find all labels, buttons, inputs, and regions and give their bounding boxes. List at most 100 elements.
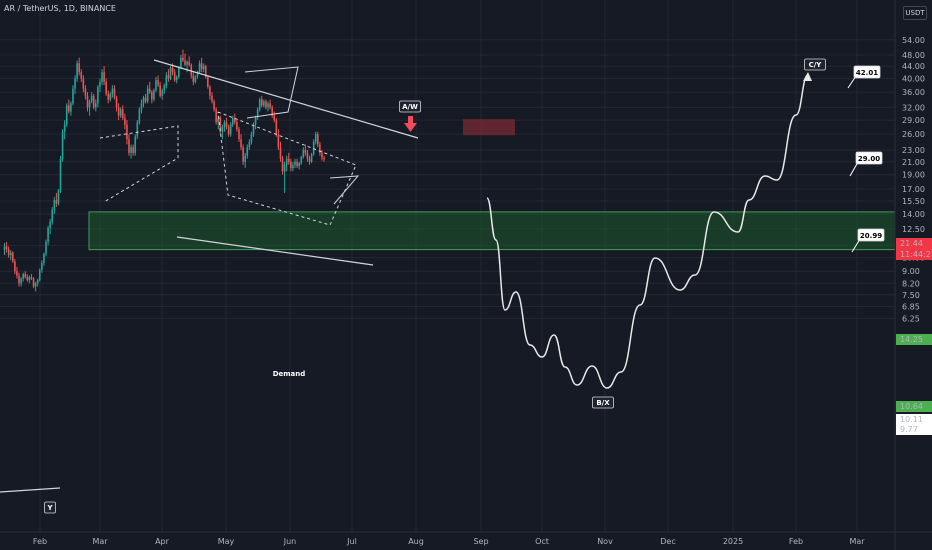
trendline-lower (176, 236, 374, 266)
current-price-tag-bg (896, 238, 932, 249)
candle-body (217, 117, 220, 123)
candle-body (49, 221, 51, 228)
projection-path (486, 74, 809, 389)
x-tick-label: Feb (33, 537, 47, 546)
x-tick-label: Aug (408, 537, 424, 546)
candle-body (117, 107, 120, 116)
candle-body (319, 144, 321, 153)
candle-body (86, 95, 89, 108)
current-price-tag: 21.44 (900, 239, 923, 248)
y-tick-label: 19.00 (902, 171, 925, 180)
y-tick-label: 54.00 (902, 36, 925, 45)
y-tick-label: 6.85 (902, 303, 920, 312)
countdown-tag: 11:44:27 (900, 250, 932, 259)
candle-body (138, 109, 141, 123)
candle-body (215, 109, 217, 123)
candle-body (24, 274, 27, 278)
candle-body (53, 200, 56, 210)
candle-body (103, 72, 105, 82)
candle-body (198, 63, 201, 73)
candle-body (161, 90, 163, 96)
candle-body (250, 134, 253, 142)
candle-body (310, 154, 313, 162)
x-tick-label: Sep (473, 537, 488, 546)
x-tick-label: Jun (283, 537, 297, 546)
candle-body (213, 101, 215, 110)
candle-body (126, 124, 128, 140)
x-tick-label: Mar (849, 537, 865, 546)
candle-body (45, 241, 47, 254)
y-tick-label: 32.00 (902, 103, 925, 112)
candle-body (204, 66, 207, 77)
level-1-tag-bg (896, 414, 932, 425)
candle-body (209, 86, 211, 96)
candle-body (5, 246, 8, 249)
candle-body (256, 109, 259, 118)
target-arrow-line (849, 161, 859, 177)
candle-body (265, 101, 267, 108)
candle-body (306, 152, 309, 159)
candle-body (238, 129, 240, 140)
candle-body (186, 61, 188, 65)
candle-body (157, 80, 159, 86)
candle-body (65, 105, 68, 125)
level-1-tag: 10.11 (900, 415, 923, 424)
candle-body (68, 105, 70, 112)
y-tick-label: 21.00 (902, 158, 925, 167)
projection-arrowhead (803, 72, 812, 81)
candle-body (18, 275, 20, 284)
candle-body (80, 72, 83, 79)
candle-body (136, 122, 139, 137)
candle-body (283, 164, 286, 172)
wave-label-box (804, 58, 826, 71)
candle-body (281, 158, 284, 172)
candle-body (308, 158, 311, 162)
candle-body (140, 103, 143, 110)
candle-body (277, 134, 280, 148)
candle-body (263, 101, 265, 106)
candle-body (144, 97, 147, 102)
wave-label: B/X (596, 399, 610, 407)
red-arrow-head (404, 123, 417, 132)
candle-body (290, 161, 292, 169)
x-tick-label: Jul (346, 537, 357, 546)
candle-body (275, 120, 278, 135)
candle-body (132, 147, 134, 153)
candle-body (41, 262, 43, 270)
candle-body (84, 88, 87, 96)
candle-body (254, 117, 257, 125)
candle-body (182, 57, 184, 61)
candle-body (78, 63, 80, 73)
demand-bottom-tag: 10.64 (900, 402, 923, 411)
candle-body (165, 75, 168, 86)
candle-body (88, 101, 91, 108)
candle-body (321, 152, 323, 159)
y-tick-label: 17.00 (902, 185, 925, 194)
candle-body (128, 139, 130, 153)
candle-body (296, 161, 298, 167)
candle-body (248, 141, 251, 148)
target-label-box (855, 151, 883, 165)
candle-body (121, 109, 124, 118)
x-tick-label: 2025 (723, 537, 743, 546)
candle-body (159, 85, 161, 96)
candle-body (184, 60, 186, 65)
candle-body (292, 164, 294, 169)
candle-body (244, 155, 246, 162)
candle-body (269, 103, 271, 108)
x-tick-label: May (218, 537, 235, 546)
candle-body (113, 88, 116, 98)
candle-body (38, 269, 41, 281)
candle-body (317, 134, 319, 145)
target-label-box (853, 65, 881, 79)
wave-label: A/W (402, 103, 418, 111)
candle-body (219, 117, 222, 132)
candle-body (55, 200, 58, 204)
y-tick-label: 6.25 (902, 314, 920, 323)
candle-body (90, 95, 93, 102)
currency-button[interactable]: USDT (903, 6, 927, 20)
x-tick-label: Oct (535, 537, 549, 546)
candle-body (59, 158, 62, 191)
candle-body (26, 277, 29, 281)
